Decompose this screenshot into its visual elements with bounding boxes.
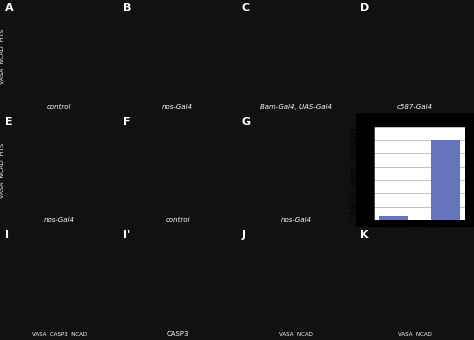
Text: nos-Gal4: nos-Gal4 <box>281 217 312 223</box>
Text: I': I' <box>123 230 130 240</box>
Text: VASA  CASP3  NCAD: VASA CASP3 NCAD <box>32 332 87 337</box>
Y-axis label: CASP3+ germ cell/ovary: CASP3+ germ cell/ovary <box>350 127 359 220</box>
Text: control: control <box>165 217 190 223</box>
Text: VASA  NCAD: VASA NCAD <box>279 332 313 337</box>
Text: E: E <box>5 117 12 127</box>
Text: VASA  NCAD: VASA NCAD <box>398 332 432 337</box>
Text: VASA  NCAD  HTS: VASA NCAD HTS <box>0 142 5 198</box>
Bar <box>379 216 408 220</box>
Text: K: K <box>360 230 369 240</box>
Text: control: control <box>47 104 72 110</box>
Text: H: H <box>360 117 370 127</box>
Text: J: J <box>242 230 246 240</box>
Text: Bam-Gal4, UAS-Gal4: Bam-Gal4, UAS-Gal4 <box>260 104 332 110</box>
Text: I: I <box>5 230 9 240</box>
Bar <box>431 140 460 220</box>
Text: G: G <box>242 117 251 127</box>
Text: nos-Gal4: nos-Gal4 <box>162 104 193 110</box>
Text: c587-Gal4: c587-Gal4 <box>397 104 433 110</box>
Text: B: B <box>123 3 132 13</box>
Text: C: C <box>242 3 250 13</box>
Text: F: F <box>123 117 131 127</box>
Text: A: A <box>5 3 13 13</box>
Text: nos-Gal4: nos-Gal4 <box>44 217 75 223</box>
Text: CASP3: CASP3 <box>166 330 189 337</box>
Text: D: D <box>360 3 370 13</box>
Text: VASA  NCAD  HTS: VASA NCAD HTS <box>0 29 5 84</box>
